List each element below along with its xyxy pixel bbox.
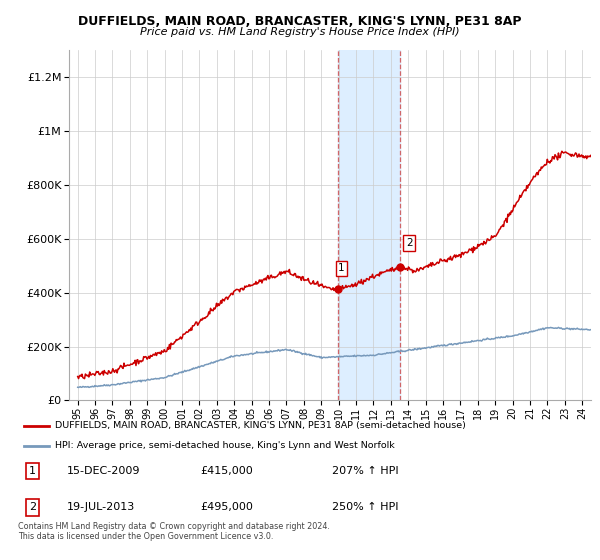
Text: Contains HM Land Registry data © Crown copyright and database right 2024.
This d: Contains HM Land Registry data © Crown c… — [18, 522, 330, 542]
Text: 250% ↑ HPI: 250% ↑ HPI — [331, 502, 398, 512]
Text: HPI: Average price, semi-detached house, King's Lynn and West Norfolk: HPI: Average price, semi-detached house,… — [55, 441, 395, 450]
Text: 2: 2 — [29, 502, 36, 512]
Text: 1: 1 — [29, 466, 36, 476]
Text: 207% ↑ HPI: 207% ↑ HPI — [331, 466, 398, 476]
Text: £495,000: £495,000 — [200, 502, 253, 512]
Text: 15-DEC-2009: 15-DEC-2009 — [67, 466, 140, 476]
Text: 2: 2 — [406, 238, 412, 248]
Text: Price paid vs. HM Land Registry's House Price Index (HPI): Price paid vs. HM Land Registry's House … — [140, 27, 460, 37]
Text: 19-JUL-2013: 19-JUL-2013 — [67, 502, 134, 512]
Text: DUFFIELDS, MAIN ROAD, BRANCASTER, KING'S LYNN, PE31 8AP (semi-detached house): DUFFIELDS, MAIN ROAD, BRANCASTER, KING'S… — [55, 421, 466, 430]
Text: DUFFIELDS, MAIN ROAD, BRANCASTER, KING'S LYNN, PE31 8AP: DUFFIELDS, MAIN ROAD, BRANCASTER, KING'S… — [78, 15, 522, 28]
Text: 1: 1 — [338, 263, 345, 273]
Bar — [338, 50, 400, 400]
Text: £415,000: £415,000 — [200, 466, 253, 476]
